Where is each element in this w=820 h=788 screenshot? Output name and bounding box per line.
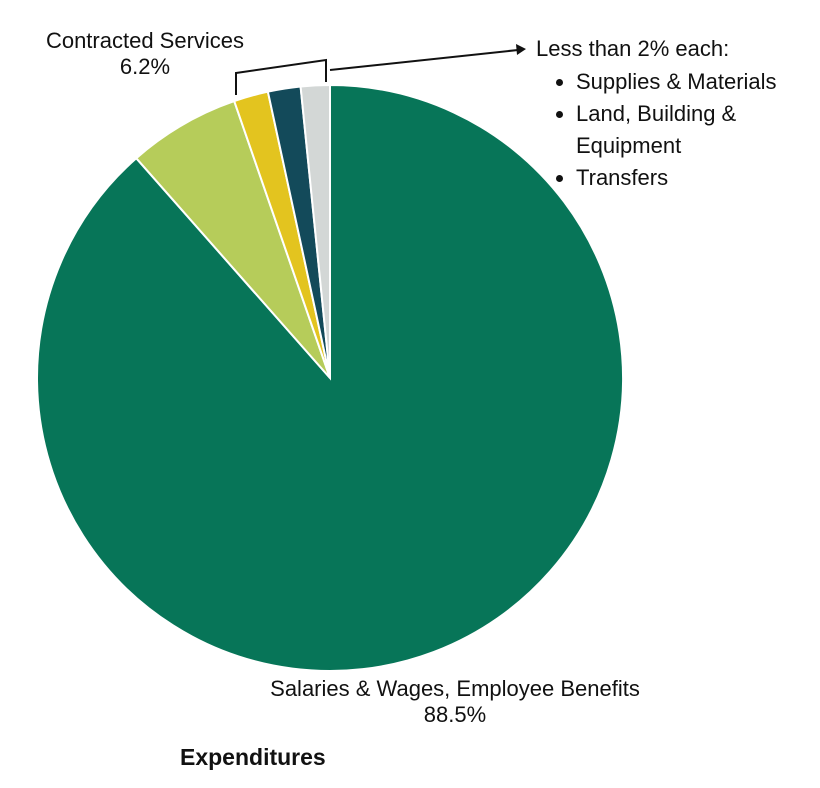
small-slice-item-transfers: Transfers	[576, 162, 777, 194]
small-slices-note-title: Less than 2% each:	[536, 36, 730, 61]
note-arrow-head	[516, 44, 526, 55]
contracted-services-value: 6.2%	[119, 54, 171, 79]
salaries-value: 88.5%	[423, 702, 487, 727]
slice-label-contracted-services: Contracted Services 6.2%	[20, 28, 270, 80]
contracted-services-name: Contracted Services	[45, 28, 245, 53]
salaries-name: Salaries & Wages, Employee Benefits	[270, 676, 640, 701]
small-slice-item-supplies: Supplies & Materials	[576, 66, 777, 98]
note-arrow-line	[329, 49, 519, 71]
slice-label-salaries: Salaries & Wages, Employee Benefits 88.5…	[230, 676, 680, 728]
pie-slice-transfers	[299, 83, 331, 379]
small-slices-list: Supplies & Materials Land, Building & Eq…	[536, 66, 777, 194]
small-slice-item-land: Land, Building & Equipment	[576, 98, 776, 162]
pie-slice-contracted-services	[134, 99, 331, 379]
small-slices-note: Less than 2% each: Supplies & Materials …	[536, 36, 777, 194]
chart-title: Expenditures	[180, 744, 326, 770]
small-slices-bracket	[235, 58, 327, 95]
